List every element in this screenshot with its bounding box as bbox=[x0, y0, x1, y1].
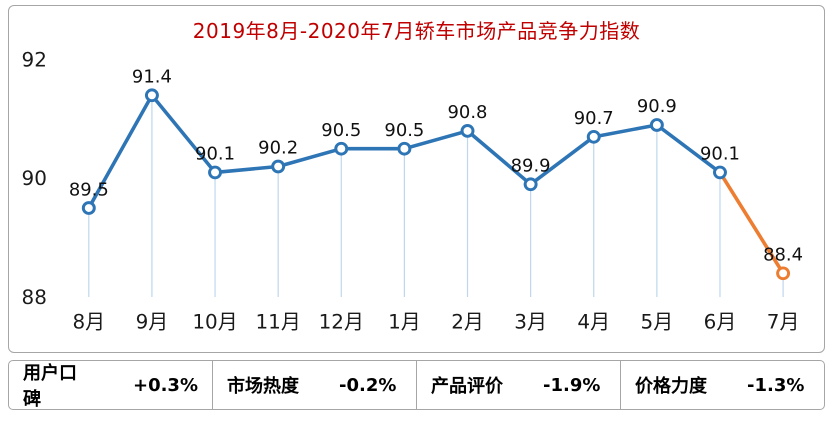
x-tick-label: 3月 bbox=[514, 311, 547, 334]
x-tick-label: 4月 bbox=[577, 311, 610, 334]
line-segment bbox=[528, 135, 596, 187]
stat-label: 产品评价 bbox=[431, 376, 503, 397]
data-point-marker bbox=[776, 266, 791, 281]
stat-label: 市场热度 bbox=[227, 376, 299, 397]
line-segment bbox=[402, 129, 470, 151]
stat-cell-market-heat: 市场热度 -0.2% bbox=[212, 361, 416, 409]
data-point-marker bbox=[334, 141, 349, 156]
data-point-marker bbox=[397, 141, 412, 156]
stat-value: +0.3% bbox=[132, 374, 198, 396]
x-tick-label: 10月 bbox=[192, 311, 237, 334]
data-label: 89.9 bbox=[511, 156, 551, 177]
data-point-marker bbox=[523, 177, 538, 192]
data-point-marker bbox=[144, 88, 159, 103]
line-chart: 92 90 88 89.5 91.4 90.1 90.2 90.5 90.5 90.8 89.9 90… bbox=[22, 49, 804, 334]
x-tick-label: 2月 bbox=[451, 311, 484, 334]
x-tick-label: 12月 bbox=[319, 311, 364, 334]
data-point-marker bbox=[271, 159, 286, 174]
data-label: 90.1 bbox=[700, 144, 740, 165]
line-segment bbox=[591, 123, 659, 139]
chart-panel: 2019年8月-2020年7月轿车市场产品竞争力指数 92 90 88 89.5 91.… bbox=[8, 5, 825, 353]
stat-label: 价格力度 bbox=[635, 376, 707, 397]
stat-value: -1.9% bbox=[543, 374, 601, 396]
stat-value: -0.2% bbox=[339, 374, 397, 396]
data-label: 90.2 bbox=[258, 138, 298, 159]
data-point-marker bbox=[649, 118, 664, 132]
stat-cell-product-evaluation: 产品评价 -1.9% bbox=[416, 361, 620, 409]
stat-cell-user-reputation: 用户口碑 +0.3% bbox=[9, 361, 212, 410]
y-tick-label: 88 bbox=[22, 286, 47, 309]
data-label: 89.5 bbox=[69, 179, 109, 200]
x-tick-label: 9月 bbox=[136, 311, 169, 334]
data-point-marker bbox=[586, 129, 601, 144]
data-label: 90.8 bbox=[448, 102, 488, 123]
line-segment bbox=[213, 164, 280, 175]
chart-title: 2019年8月-2020年7月轿车市场产品竞争力指数 bbox=[192, 19, 641, 43]
stats-bar: 用户口碑 +0.3% 市场热度 -0.2% 产品评价 -1.9% 价格力度 -1… bbox=[8, 360, 825, 410]
stat-label: 用户口碑 bbox=[23, 363, 77, 410]
data-point-marker bbox=[712, 165, 727, 180]
x-tick-label: 5月 bbox=[641, 311, 674, 334]
data-label: 91.4 bbox=[132, 67, 172, 88]
data-point-marker bbox=[208, 165, 223, 180]
x-tick-label: 1月 bbox=[388, 311, 421, 334]
data-label: 90.1 bbox=[195, 144, 235, 165]
line-segment bbox=[465, 129, 533, 187]
data-label: 88.4 bbox=[763, 245, 803, 266]
data-label: 90.5 bbox=[321, 120, 361, 141]
x-tick-label: 11月 bbox=[256, 311, 301, 334]
data-label: 90.7 bbox=[574, 108, 614, 129]
data-point-marker bbox=[81, 201, 96, 215]
line-segment bbox=[87, 93, 154, 210]
stat-value: -1.3% bbox=[747, 374, 805, 396]
line-segment bbox=[150, 93, 217, 175]
x-tick-label: 7月 bbox=[767, 311, 800, 334]
y-tick-label: 90 bbox=[22, 167, 47, 190]
data-label: 90.5 bbox=[384, 120, 424, 141]
x-tick-label: 6月 bbox=[704, 311, 737, 334]
y-tick-label: 92 bbox=[22, 49, 47, 72]
data-label: 90.9 bbox=[637, 96, 677, 117]
stat-cell-price-strength: 价格力度 -1.3% bbox=[620, 361, 824, 409]
x-tick-label: 8月 bbox=[72, 311, 105, 334]
line-segment bbox=[276, 146, 344, 169]
line-segment bbox=[718, 170, 785, 276]
line-segment bbox=[655, 123, 722, 175]
data-point-marker bbox=[460, 124, 475, 138]
